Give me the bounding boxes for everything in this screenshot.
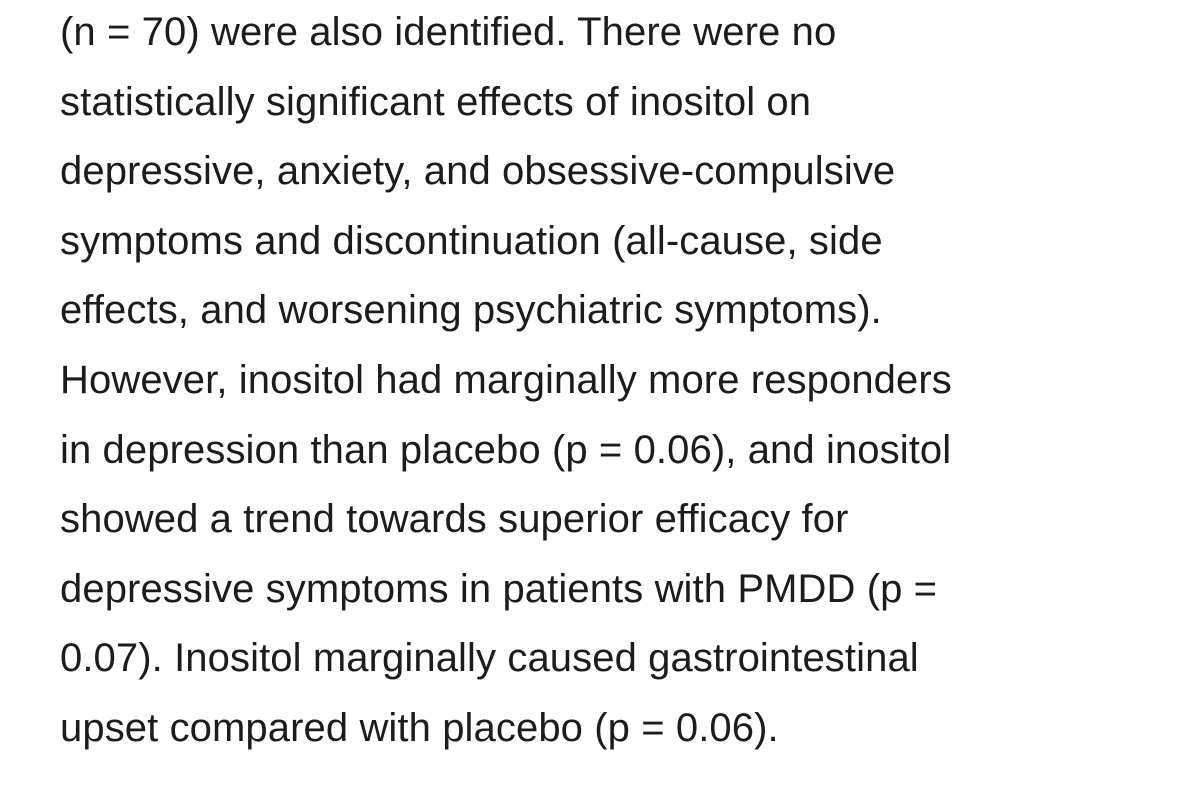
text-line: symptoms and discontinuation (all-cause,… xyxy=(60,218,883,263)
text-line: depressive symptoms in patients with PMD… xyxy=(60,566,938,611)
text-line: (n = 70) were also identified. There wer… xyxy=(60,10,837,54)
text-line: effects, and worsening psychiatric sympt… xyxy=(60,288,882,333)
text-line: upset compared with placebo (p = 0.06). xyxy=(60,705,779,750)
text-line: depressive, anxiety, and obsessive-compu… xyxy=(60,149,896,194)
text-line: statistically significant effects of ino… xyxy=(60,79,812,124)
text-line: in depression than placebo (p = 0.06), a… xyxy=(60,427,952,472)
text-line: 0.07). Inositol marginally caused gastro… xyxy=(60,636,919,681)
text-line: showed a trend towards superior efficacy… xyxy=(60,497,849,542)
paragraph: (n = 70) were also identified. There wer… xyxy=(60,0,1190,764)
text-line: However, inositol had marginally more re… xyxy=(60,357,952,402)
